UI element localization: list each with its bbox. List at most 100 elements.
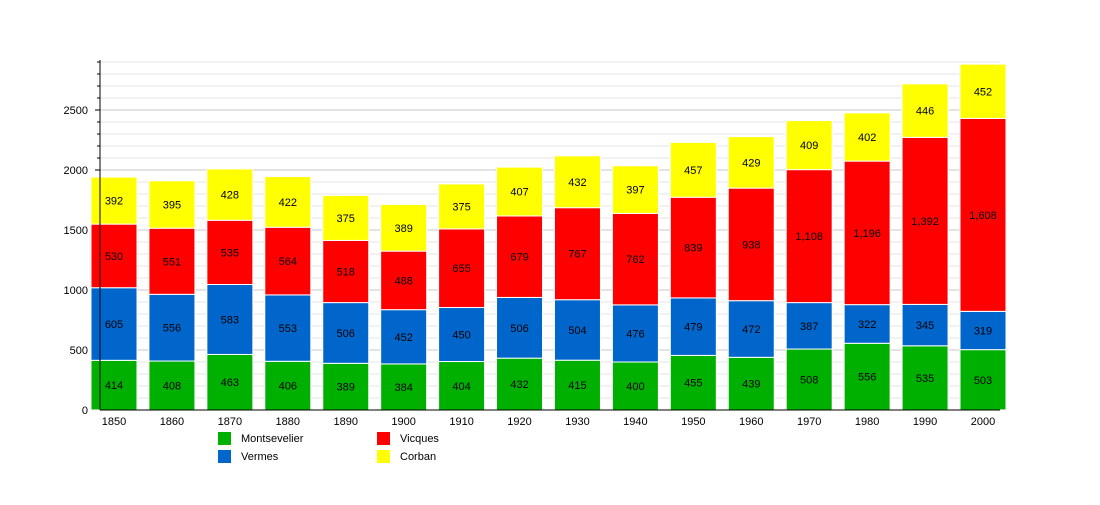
legend-label: Vermes [241,450,279,463]
bar-segment [901,136,949,305]
data-label: 345 [916,320,934,332]
bar-segment [496,296,544,359]
legend-swatch [218,432,231,445]
bar-segment [843,342,891,411]
y-tick-label: 500 [70,345,88,357]
legend-item-corban: Corban [377,450,436,463]
data-label: 450 [452,330,470,342]
bar-segment [380,309,428,365]
data-label: 452 [974,86,992,98]
data-label: 402 [858,132,876,144]
data-label: 655 [452,263,470,275]
bar-segment [785,302,833,350]
bar-segment [438,307,486,363]
x-tick-label: 1870 [218,416,242,428]
data-label: 428 [221,190,239,202]
data-label: 408 [163,381,181,393]
bar-segment [148,360,196,411]
data-label: 446 [916,106,934,118]
data-label: 476 [626,328,644,340]
data-label: 503 [974,375,992,387]
bar-segment [553,155,601,209]
data-label: 389 [337,382,355,394]
y-tick-label: 2000 [64,165,88,177]
bar-segment [264,176,312,228]
data-label: 387 [800,321,818,333]
x-tick-label: 1900 [391,416,415,428]
x-tick-label: 1970 [797,416,821,428]
bar-segment [785,169,833,304]
bar-segment [322,302,370,364]
x-tick-label: 1860 [160,416,184,428]
bar-segment [438,361,486,411]
x-tick-label: 1990 [913,416,937,428]
x-tick-label: 1980 [855,416,879,428]
legend-swatch [377,450,390,463]
bar-segment [553,299,601,361]
x-tick-label: 1850 [102,416,126,428]
data-label: 679 [510,252,528,264]
data-label: 409 [800,140,818,152]
data-label: 938 [742,239,760,251]
bar-segment [727,136,775,189]
data-label: 400 [626,381,644,393]
bar-segment [843,304,891,344]
bar-segment [496,166,544,217]
data-label: 605 [105,319,123,331]
legend-swatch [377,432,390,445]
data-label: 452 [394,332,412,344]
bar-segment [322,194,370,241]
bar-segment [611,304,659,363]
x-tick-label: 1950 [681,416,705,428]
data-label: 1,108 [795,231,823,243]
bar-segment [90,223,138,289]
data-label: 432 [568,177,586,189]
data-label: 463 [221,377,239,389]
bar-segment [611,165,659,214]
bar-segment [611,212,659,306]
x-tick-label: 1880 [276,416,300,428]
x-tick-label: 1930 [565,416,589,428]
x-tick-label: 1920 [507,416,531,428]
data-label: 384 [394,382,412,394]
bar-segment [148,180,196,229]
x-tick-label: 1940 [623,416,647,428]
bar-segment [843,112,891,162]
bar-segment [959,63,1007,119]
bar-segment [380,203,428,252]
x-tick-label: 1910 [449,416,473,428]
data-label: 375 [452,201,470,213]
bar-segment [553,359,601,411]
data-label: 439 [742,379,760,391]
data-label: 553 [279,323,297,335]
bar-segment [206,353,254,411]
y-tick-label: 1000 [64,285,88,297]
data-label: 583 [221,314,239,326]
x-tick-label: 2000 [971,416,995,428]
data-label: 556 [858,372,876,384]
data-label: 457 [684,165,702,177]
data-label: 397 [626,185,644,197]
bar-segment [553,207,601,301]
legend-item-vicques: Vicques [377,432,439,445]
bar-segment [669,196,717,299]
legend-item-vermes: Vermes [218,450,278,463]
data-label: 488 [394,275,412,287]
data-label: 535 [221,247,239,259]
data-label: 839 [684,243,702,255]
data-label: 392 [105,196,123,208]
data-label: 407 [510,187,528,199]
data-label: 395 [163,200,181,212]
data-label: 564 [279,256,297,268]
data-label: 422 [279,197,297,209]
bar-segment [496,215,544,298]
data-label: 518 [337,267,355,279]
y-tick-label: 0 [82,405,88,417]
bar-segment [206,283,254,355]
data-label: 322 [858,319,876,331]
data-label: 767 [568,249,586,261]
bar-segment [959,117,1007,312]
bar-segment [843,160,891,306]
